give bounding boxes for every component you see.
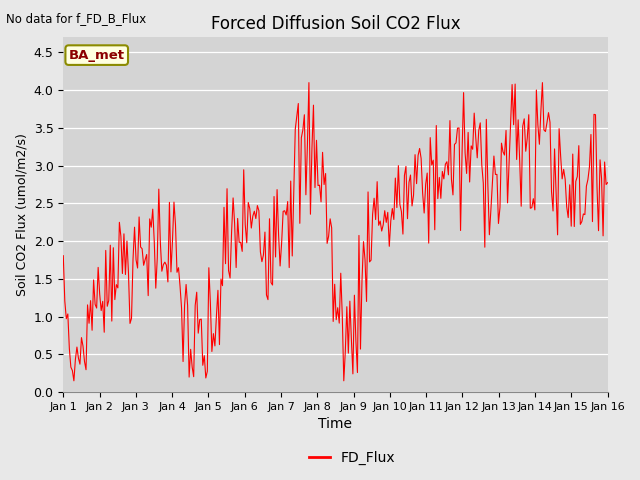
Title: Forced Diffusion Soil CO2 Flux: Forced Diffusion Soil CO2 Flux — [211, 15, 460, 33]
Y-axis label: Soil CO2 Flux (umol/m2/s): Soil CO2 Flux (umol/m2/s) — [15, 133, 28, 296]
X-axis label: Time: Time — [319, 418, 353, 432]
Legend: FD_Flux: FD_Flux — [303, 445, 401, 471]
Text: BA_met: BA_met — [68, 48, 125, 61]
Text: No data for f_FD_B_Flux: No data for f_FD_B_Flux — [6, 12, 147, 25]
